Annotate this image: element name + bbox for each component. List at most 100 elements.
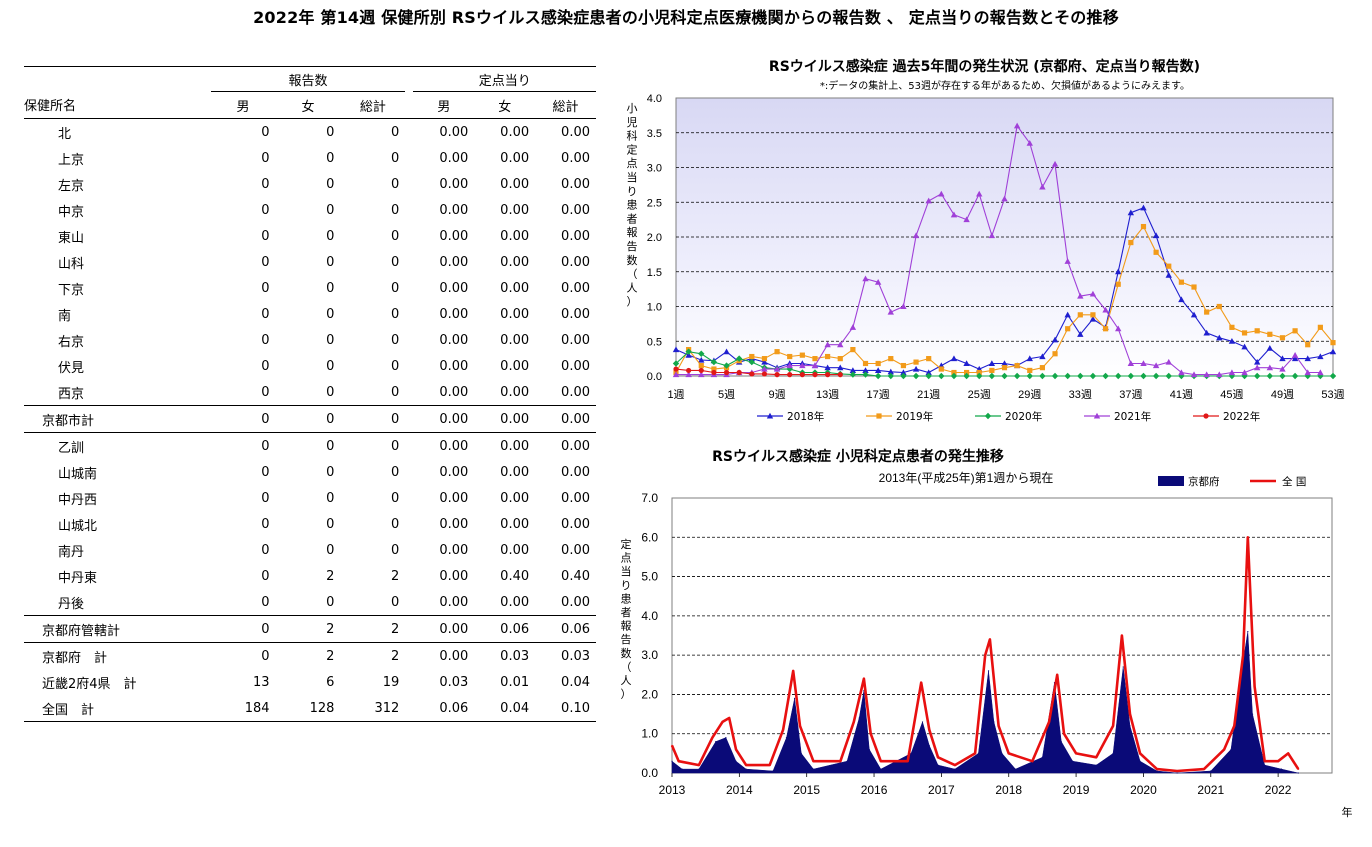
chart2-point-national	[1056, 673, 1059, 676]
table-row: 京都市計 0 0 0 0.00 0.00 0.00	[24, 405, 596, 433]
chart2-point-national	[721, 721, 724, 723]
chart1-x-tick-label: 37週	[1119, 388, 1142, 401]
cell-name: 山城南	[58, 466, 98, 482]
chart1-point	[1039, 372, 1046, 380]
chart1-point	[748, 358, 756, 366]
chart1-point	[950, 372, 958, 380]
chart1-point	[1051, 372, 1059, 380]
chart1-point	[938, 366, 944, 372]
chart1-x-tick-label: 33週	[1069, 388, 1092, 401]
chart1-point	[837, 356, 843, 362]
chart1-point	[1267, 331, 1273, 337]
chart2-point-kyoto	[1122, 666, 1124, 668]
chart1-point	[1152, 232, 1160, 239]
chart1-point	[1253, 372, 1261, 380]
cell-per-female: 0.00	[474, 405, 536, 433]
cell-per-female: 0.00	[500, 202, 530, 218]
cell-total: 2	[340, 615, 406, 643]
cell-male: 0	[210, 615, 276, 643]
table-row: 伏見 0 0 0 0.00 0.00 0.00	[24, 353, 596, 379]
col-per-total-header: 総計	[535, 91, 596, 119]
chart1-legend-marker	[984, 412, 992, 420]
chart1-point	[1178, 296, 1185, 303]
chart2-point-kyoto	[880, 768, 882, 770]
chart2-point-national	[1139, 752, 1141, 755]
cell-per-male: 0.00	[439, 176, 469, 192]
chart1-point	[672, 360, 680, 367]
cell-name: 乙訓	[58, 440, 85, 456]
cell-per-female: 0.00	[500, 438, 530, 454]
chart2-point-kyoto	[987, 670, 990, 672]
cell-per-total: 0.00	[561, 228, 590, 244]
chart1-point	[1305, 342, 1311, 348]
chart1-x-tick-label: 13週	[816, 388, 839, 401]
chart2-point-national	[1031, 760, 1034, 763]
cell-male: 0	[261, 202, 270, 218]
chart1-point	[811, 362, 819, 369]
cell-per-female: 0.00	[500, 464, 530, 480]
cell-male: 0	[261, 228, 270, 244]
chart2-point-national	[698, 764, 700, 766]
cell-total: 0	[391, 176, 400, 192]
cell-per-male: 0.00	[439, 306, 469, 322]
chart1-point	[787, 353, 793, 360]
cell-male: 0	[261, 254, 270, 270]
table-row: 南丹 0 0 0 0.00 0.00 0.00	[24, 537, 596, 563]
cell-male: 0	[261, 306, 270, 322]
chart2-point-kyoto	[921, 721, 924, 723]
cell-total: 0	[391, 542, 400, 558]
chart1-point	[988, 372, 996, 380]
cell-per-female: 0.40	[500, 568, 530, 584]
chart2-point-national	[1176, 770, 1178, 772]
chart2-y-tick-label: 5.0	[641, 570, 658, 584]
col-male-header: 男	[210, 91, 276, 119]
col-per-male-header: 男	[413, 91, 475, 119]
chart2-point-national	[728, 717, 731, 719]
chart1-point	[1127, 360, 1135, 367]
chart2-x-tick-label: 2018	[995, 783, 1022, 797]
chart1-point	[749, 353, 755, 360]
cell-female: 0	[326, 280, 335, 296]
cell-total: 0	[391, 332, 400, 348]
chart1-point	[900, 362, 907, 369]
chart2-point-kyoto	[725, 737, 727, 739]
cell-name: 中丹西	[58, 492, 98, 508]
chart2-subtitle: 2013年(平成25年)第1週から現在	[879, 471, 1054, 485]
chart1-point	[1089, 315, 1097, 322]
cell-per-female: 0.00	[474, 589, 536, 616]
cell-per-male: 0.00	[439, 516, 469, 532]
cell-per-male: 0.00	[439, 202, 469, 218]
chart2-point-kyoto	[954, 768, 956, 770]
cell-male: 0	[261, 280, 270, 296]
cell-per-male: 0.00	[439, 438, 469, 454]
cell-per-total: 0.03	[561, 648, 590, 664]
chart2-point-national	[1297, 768, 1300, 770]
chart1-point	[824, 364, 831, 371]
chart1-point	[673, 366, 679, 372]
cell-total: 0	[391, 124, 400, 140]
chart1-point	[698, 367, 704, 374]
cell-female: 0	[326, 202, 335, 218]
chart1-point	[1102, 372, 1109, 380]
chart2-point-kyoto	[910, 752, 912, 754]
table-row: 上京 0 0 0 0.00 0.00 0.00	[24, 145, 596, 171]
chart2-point-kyoto	[1060, 740, 1062, 743]
chart1-y-tick-label: 2.5	[647, 197, 662, 209]
chart1-point	[1279, 372, 1286, 380]
chart1-point	[1026, 355, 1033, 362]
chart2-x-tick-label: 2014	[726, 783, 753, 797]
cell-female: 0	[326, 176, 335, 192]
table-row: 南 0 0 0 0.00 0.00 0.00	[24, 301, 596, 327]
chart2-point-national	[1242, 654, 1244, 656]
chart1-point	[698, 371, 705, 378]
chart2-point-national	[782, 728, 784, 731]
cell-total: 0	[340, 589, 406, 616]
cell-per-male: 0.03	[439, 674, 469, 690]
col-total-header: 総計	[340, 91, 406, 119]
cell-name: 下京	[58, 282, 85, 298]
chart2-point-kyoto	[735, 760, 737, 762]
chart1-point	[926, 356, 932, 362]
cell-female: 0	[326, 150, 335, 166]
chart1-point	[976, 190, 983, 197]
